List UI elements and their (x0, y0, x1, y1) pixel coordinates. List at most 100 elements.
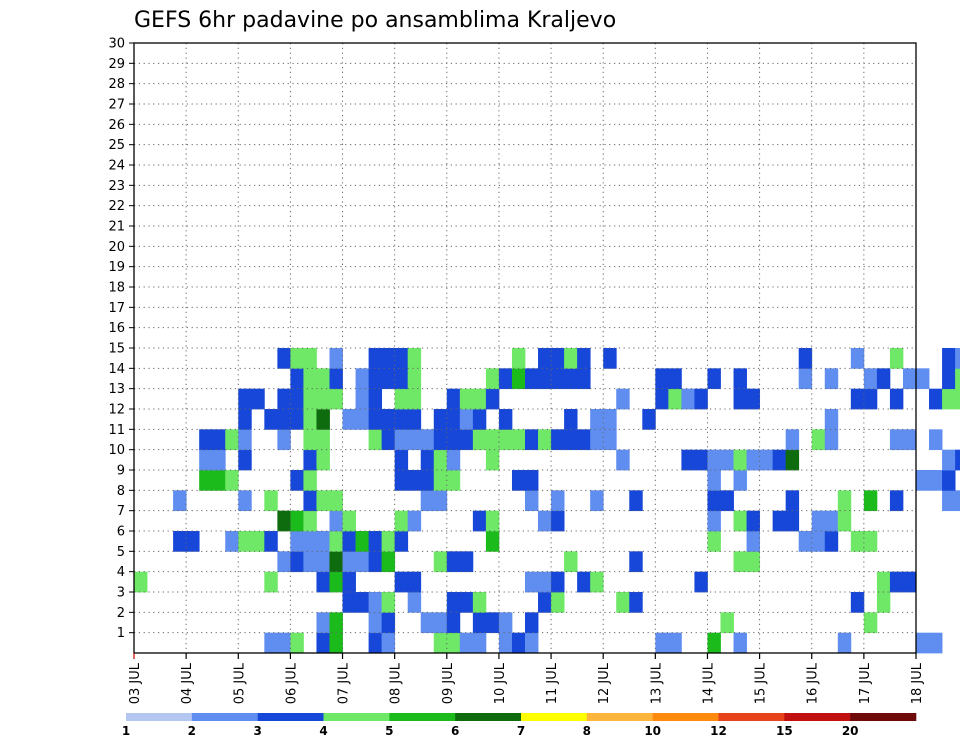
heatmap-cell (329, 571, 343, 593)
x-tick-label: 12 JUL (597, 662, 612, 704)
x-tick-label: 18 JUL (910, 662, 925, 704)
legend-swatch (257, 713, 324, 721)
heatmap-cell (303, 388, 317, 410)
heatmap-cell (433, 551, 448, 573)
heatmap-cell (955, 449, 960, 471)
legend-swatch (191, 713, 258, 721)
legend-swatch (521, 713, 588, 721)
y-tick-label: 25 (108, 138, 125, 153)
heatmap-cell (329, 348, 343, 369)
chart-title: GEFS 6hr padavine po ansamblima Kraljevo (134, 8, 616, 33)
heatmap-cell (681, 449, 695, 471)
heatmap-cell (668, 388, 682, 410)
y-tick-label: 26 (108, 118, 125, 133)
color-legend: 1 2 3 4 5 6 7 8 10 12 15 20 (122, 713, 917, 738)
heatmap-cell (303, 409, 317, 430)
y-tick-label: 5 (117, 545, 125, 560)
heatmap-cell (707, 470, 721, 491)
heatmap-cell (863, 368, 878, 390)
heatmap-cell (577, 368, 591, 390)
heatmap-cell (381, 551, 396, 573)
heatmap-cell (772, 449, 787, 471)
heatmap-cell (173, 490, 187, 512)
heatmap-cell (603, 429, 617, 451)
heatmap-cell (394, 510, 409, 532)
y-tick-label: 16 (108, 321, 125, 336)
y-tick-label: 15 (108, 342, 125, 357)
heatmap-cell (368, 368, 383, 390)
heatmap-cell (316, 429, 330, 451)
heatmap-cell (472, 510, 487, 532)
heatmap-cell (290, 531, 304, 552)
heatmap-cell (407, 510, 422, 532)
heatmap-cell (902, 368, 917, 390)
heatmap-cell (420, 612, 435, 634)
heatmap-cell (655, 388, 669, 410)
heatmap-cell (746, 531, 760, 552)
heatmap-cell (407, 348, 422, 369)
y-tick-label: 27 (108, 98, 125, 113)
heatmap-cell (746, 551, 760, 573)
heatmap-cell (420, 470, 435, 491)
heatmap-cell (394, 531, 409, 552)
heatmap-cell (329, 490, 343, 512)
legend-label: 1 (122, 724, 130, 738)
heatmap-cell (407, 429, 422, 451)
x-tick-label: 14 JUL (701, 662, 716, 704)
heatmap-cell (329, 388, 343, 410)
heatmap-cell (811, 510, 826, 532)
legend-label: 20 (842, 724, 859, 738)
heatmap-cell (616, 592, 630, 613)
heatmap-cell (420, 490, 435, 512)
heatmap-cell (303, 551, 317, 573)
heatmap-cell (316, 388, 330, 410)
heatmap-cell (394, 348, 409, 369)
heatmap-cell (655, 632, 669, 654)
heatmap-cell (942, 470, 956, 491)
heatmap-cell (199, 449, 213, 471)
y-tick-label: 18 (108, 281, 125, 296)
heatmap-cell (538, 510, 552, 532)
heatmap-cell (485, 429, 500, 451)
heatmap-cell (564, 348, 578, 369)
heatmap-cell (407, 368, 422, 390)
heatmap-cell (368, 592, 383, 613)
legend-swatch (784, 713, 851, 721)
heatmap-cell (407, 470, 422, 491)
heatmap-cell (407, 388, 422, 410)
heatmap-cell (485, 612, 500, 634)
heatmap-cell (381, 429, 396, 451)
heatmap-cell (485, 368, 500, 390)
heatmap-cell (316, 449, 330, 471)
heatmap-cell (837, 632, 852, 654)
x-tick-label: 04 JUL (180, 662, 195, 704)
y-tick-label: 20 (108, 240, 125, 255)
heatmap-cell (394, 429, 409, 451)
heatmap-cell (446, 429, 461, 451)
heatmap-cell (303, 429, 317, 451)
heatmap-cell (824, 531, 839, 552)
y-tick-label: 21 (108, 220, 125, 235)
legend-swatch (455, 713, 522, 721)
heatmap-cell (551, 510, 565, 532)
heatmap-cell (368, 531, 383, 552)
heatmap-cell (342, 571, 356, 593)
heatmap-cell (694, 388, 708, 410)
heatmap-cell (629, 490, 643, 512)
heatmap-cell (668, 632, 682, 654)
legend-label: 10 (644, 724, 661, 738)
y-axis: 1234567891011121314151617181920212223242… (108, 37, 134, 641)
heatmap-cell (199, 470, 213, 491)
heatmap-cell (355, 409, 369, 430)
heatmap-cell (694, 449, 708, 471)
heatmap-cell (551, 571, 565, 593)
y-tick-label: 22 (108, 199, 125, 214)
heatmap-cell (511, 348, 526, 369)
heatmap-cell (472, 592, 487, 613)
heatmap-cell (798, 348, 813, 369)
heatmap-cell (629, 551, 643, 573)
heatmap-cell (264, 632, 278, 654)
heatmap-cell (824, 368, 839, 390)
heatmap-cell (955, 490, 960, 512)
heatmap-cell (551, 368, 565, 390)
